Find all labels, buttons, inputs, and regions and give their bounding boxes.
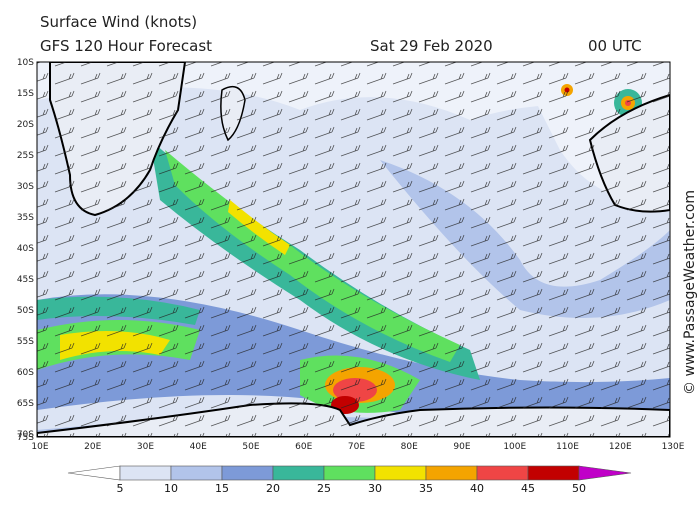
- colorbar-segment: [374, 465, 427, 481]
- colorbar-segment: [476, 465, 529, 481]
- lat-label: 45S: [17, 275, 34, 285]
- lon-label: 20E: [84, 442, 101, 452]
- lon-label: 30E: [137, 442, 154, 452]
- map-frame: [36, 61, 671, 438]
- longitude-labels: 10E 20E 30E 40E 50E 60E 70E 80E 90E 100E 110E 120E 1…: [31, 442, 684, 452]
- lon-label: 110E: [556, 442, 579, 452]
- lat-label: 20S: [17, 120, 34, 130]
- lat-label: 30S: [17, 182, 34, 192]
- colorbar-segment: [272, 465, 325, 481]
- colorbar-segment: [221, 465, 274, 481]
- colorbar-segment: [425, 465, 478, 481]
- colorbar-label: 10: [164, 482, 178, 495]
- lon-label: 100E: [503, 442, 526, 452]
- lat-label: 15S: [17, 89, 34, 99]
- lon-label: 50E: [242, 442, 259, 452]
- lon-label: 80E: [401, 442, 418, 452]
- lat-label: 50S: [17, 306, 34, 316]
- time: 00 UTC: [588, 37, 642, 55]
- colorbar-high: [578, 465, 632, 481]
- lon-label: 120E: [609, 442, 632, 452]
- latitude-labels: 10S 15S 20S 25S 30S 35S 40S 45S 50S 55S 60S 65S 70S7…: [17, 58, 34, 443]
- map-field: [37, 62, 670, 437]
- colorbar-label: 5: [117, 482, 124, 495]
- colorbar-label: 30: [368, 482, 382, 495]
- colorbar-segment: [170, 465, 223, 481]
- lat-label: 65S: [17, 399, 34, 409]
- lat-label: 60S: [17, 368, 34, 378]
- lat-label: 25S: [17, 151, 34, 161]
- lon-label: 70E: [348, 442, 365, 452]
- lon-label: 130E: [662, 442, 685, 452]
- lat-label: 35S: [17, 213, 34, 223]
- lat-label: 40S: [17, 244, 34, 254]
- colorbar-segment: [119, 465, 172, 481]
- lat-label: 10S: [17, 58, 34, 68]
- colorbar-label: 25: [317, 482, 331, 495]
- colorbar-label: 35: [419, 482, 433, 495]
- lat-label: 55S: [17, 337, 34, 347]
- lon-label: 40E: [190, 442, 207, 452]
- lat-label: 75S: [17, 433, 34, 443]
- date: Sat 29 Feb 2020: [370, 37, 493, 55]
- colorbar-low: [67, 465, 121, 481]
- colorbar-segment: [323, 465, 376, 481]
- lon-label: 10E: [31, 442, 48, 452]
- colorbar-label: 45: [521, 482, 535, 495]
- colorbar-segment: [527, 465, 580, 481]
- lat-label: 70S: [17, 430, 34, 440]
- colorbar: 5 10 15 20 25 30 35 40 45 50: [67, 465, 632, 495]
- colorbar-label: 40: [470, 482, 484, 495]
- lon-label: 60E: [295, 442, 312, 452]
- colorbar-label: 50: [572, 482, 586, 495]
- subtitle: GFS 120 Hour Forecast: [40, 37, 212, 55]
- credit: © www.PassageWeather.com: [682, 190, 698, 395]
- lon-label: 90E: [453, 442, 470, 452]
- title: Surface Wind (knots): [40, 13, 197, 31]
- colorbar-label: 15: [215, 482, 229, 495]
- colorbar-label: 20: [266, 482, 280, 495]
